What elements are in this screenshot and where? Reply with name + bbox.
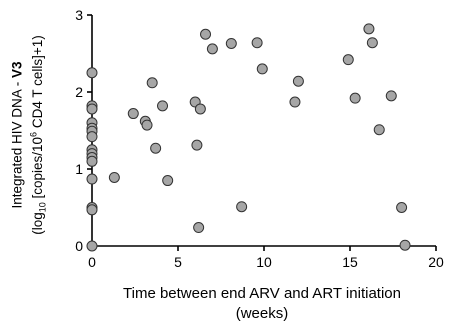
- data-point: [385, 90, 397, 102]
- data-point: [141, 119, 153, 131]
- data-point: [157, 100, 169, 112]
- data-point: [86, 67, 98, 79]
- x-axis-label-line2: (weeks): [235, 305, 289, 322]
- data-point: [292, 75, 304, 87]
- x-tick-label: 0: [88, 254, 96, 270]
- y-axis-label-line1: Integrated HIV DNA - V3: [8, 0, 25, 275]
- y-axis-label: Integrated HIV DNA - V3 (log10 [copies/1…: [8, 0, 51, 275]
- x-tick-label: 15: [342, 254, 358, 270]
- data-point: [236, 201, 248, 213]
- y-label-prefix: Integrated HIV DNA -: [9, 77, 25, 209]
- data-point: [86, 103, 98, 115]
- data-point: [150, 142, 162, 154]
- y-axis-label-line2: (log10 [copies/106 CD4 T cells]+1): [25, 0, 51, 275]
- x-axis-label-line1: Time between end ARV and ART initiation: [123, 285, 401, 302]
- data-point: [191, 139, 203, 151]
- y-tick-label: 3: [75, 7, 83, 23]
- data-point: [86, 155, 98, 167]
- data-point: [200, 28, 212, 40]
- y-tick-label: 0: [75, 238, 83, 254]
- data-point: [193, 222, 205, 234]
- x-tick-label: 20: [428, 254, 444, 270]
- data-point: [127, 108, 139, 120]
- data-point: [396, 202, 408, 213]
- data-point: [349, 92, 361, 104]
- y-label-part-b: [copies/10: [29, 136, 45, 203]
- data-point: [342, 54, 354, 66]
- x-tick-label: 10: [256, 254, 272, 270]
- data-point: [366, 37, 378, 49]
- y-tick-label: 2: [75, 84, 83, 100]
- data-point: [86, 240, 98, 252]
- data-point: [206, 43, 218, 55]
- x-tick-label: 5: [174, 254, 182, 270]
- data-point: [363, 23, 375, 35]
- y-axis-label-container: Integrated HIV DNA - V3 (log10 [copies/1…: [0, 0, 60, 270]
- x-axis-label: Time between end ARV and ART initiation …: [72, 284, 452, 324]
- data-point: [194, 103, 206, 115]
- y-label-sup: 6: [28, 131, 39, 137]
- data-point: [86, 131, 98, 143]
- data-point: [251, 37, 263, 49]
- data-point: [162, 175, 174, 187]
- data-point: [256, 63, 268, 75]
- y-label-bold: V3: [9, 61, 25, 78]
- data-point: [399, 239, 411, 251]
- data-point: [108, 171, 120, 183]
- data-points: [86, 23, 411, 252]
- data-point: [146, 77, 158, 89]
- data-point: [289, 96, 301, 108]
- y-tick-label: 1: [75, 161, 83, 177]
- data-point: [373, 124, 385, 136]
- data-point: [86, 204, 98, 216]
- y-label-sub: 10: [37, 202, 48, 213]
- ticks: 0 1 2 3 0 5 10 15 20: [75, 7, 444, 270]
- data-point: [86, 173, 98, 185]
- y-label-part-a: (log: [29, 212, 45, 235]
- y-label-part-c: CD4 T cells]+1): [29, 35, 45, 132]
- data-point: [225, 37, 237, 49]
